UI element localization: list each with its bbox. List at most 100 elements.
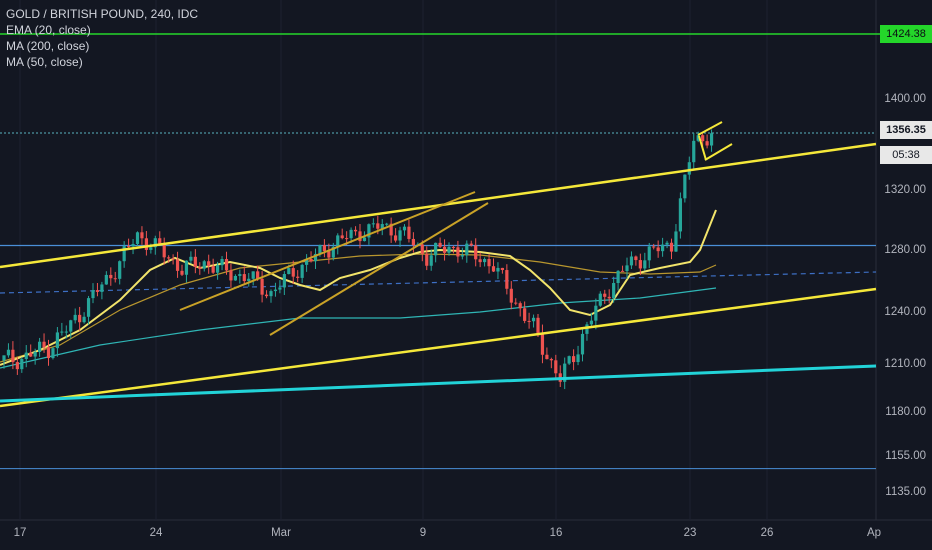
candle-body (55, 332, 59, 349)
candle-body (661, 244, 665, 252)
candle-body (300, 264, 304, 278)
x-tick: 16 (549, 527, 563, 539)
candle-body (349, 229, 353, 239)
candle-body (318, 245, 322, 254)
countdown-tag: 05:38 (880, 146, 932, 164)
candle-body (113, 278, 117, 280)
support-trendline (0, 364, 877, 403)
candle-body (78, 314, 82, 323)
candle-body (447, 246, 451, 253)
candle-body (167, 257, 171, 259)
candle-body (692, 140, 696, 163)
candle-body (38, 341, 42, 352)
candle-body (580, 333, 585, 355)
candle-body (216, 265, 220, 273)
channel-line (179, 191, 476, 311)
candle-body (29, 352, 33, 357)
candle-body (465, 243, 469, 256)
symbol-title[interactable]: GOLD / BRITISH POUND, 240, IDC (6, 7, 199, 21)
candle-body (207, 261, 211, 267)
candle-body (545, 354, 549, 360)
candle-body (500, 267, 504, 271)
candle-body (46, 347, 51, 359)
candle-body (572, 356, 576, 363)
candle-body (652, 246, 656, 248)
candle-body (104, 274, 108, 285)
candle-body (678, 198, 682, 232)
candle-body (402, 226, 407, 231)
candle-body (656, 247, 660, 252)
candle-body (118, 261, 122, 279)
candle-body (536, 317, 540, 333)
candle-body (100, 284, 104, 292)
candle-body (523, 308, 527, 321)
y-tick: 1135.00 (885, 486, 926, 498)
candle-body (411, 238, 415, 246)
candle-body (585, 324, 589, 334)
y-tick: 1210.00 (884, 358, 926, 370)
candle-body (144, 238, 148, 250)
candle-body (456, 247, 460, 257)
candle-body (554, 360, 558, 374)
candle-body (327, 251, 331, 258)
candle-body (705, 141, 709, 146)
candle-body (229, 270, 233, 281)
candle-body (616, 270, 620, 284)
x-tick: 17 (13, 527, 27, 539)
candle-body (469, 243, 473, 246)
candle-body (127, 246, 131, 248)
candle-body (371, 223, 375, 225)
candle-body (376, 223, 380, 229)
candle-body (696, 135, 700, 141)
candle-body (153, 238, 157, 248)
ema20-legend[interactable]: EMA (20, close) (6, 23, 91, 37)
ma50-line (0, 253, 717, 363)
candle-body (434, 242, 438, 256)
candle-body (509, 288, 513, 303)
candle-body (211, 266, 215, 273)
candle-body (634, 256, 638, 261)
candle-body (291, 268, 295, 277)
candle-body (478, 259, 482, 263)
candle-body (184, 260, 189, 275)
candle-body (625, 265, 629, 272)
ma200-legend[interactable]: MA (200, close) (6, 39, 90, 53)
candle-body (669, 242, 674, 252)
candle-body (149, 247, 153, 250)
candle-body (135, 232, 140, 244)
candle-body (162, 244, 166, 258)
candle-body (91, 290, 95, 299)
ma50-legend[interactable]: MA (50, close) (6, 55, 83, 69)
candle-body (505, 270, 509, 289)
candle-body (598, 293, 602, 306)
candle-body (247, 278, 251, 282)
x-tick: 9 (419, 527, 427, 539)
ma200-line (0, 287, 717, 369)
candle-body (589, 320, 593, 325)
candle-body (273, 289, 278, 292)
candle-body (95, 290, 100, 292)
candle-body (73, 314, 77, 321)
candle-body (563, 363, 567, 382)
candle-body (442, 246, 447, 253)
candle-body (643, 260, 647, 269)
x-tick: Ap (866, 527, 882, 539)
candle-body (287, 268, 291, 275)
candle-body (629, 256, 634, 266)
candle-body (394, 235, 398, 241)
upper-trendline (0, 142, 877, 269)
candle-body (389, 223, 393, 236)
candle-body (701, 135, 705, 142)
candle-body (709, 133, 714, 146)
flag-edge-line (698, 135, 707, 161)
candle-body (460, 255, 464, 257)
candle-body (269, 291, 273, 297)
candle-body (51, 348, 55, 359)
flag-top-line (697, 121, 723, 136)
candle-body (282, 274, 286, 288)
candle-body (238, 274, 242, 276)
candle-body (451, 246, 456, 248)
candle-body (122, 246, 126, 262)
